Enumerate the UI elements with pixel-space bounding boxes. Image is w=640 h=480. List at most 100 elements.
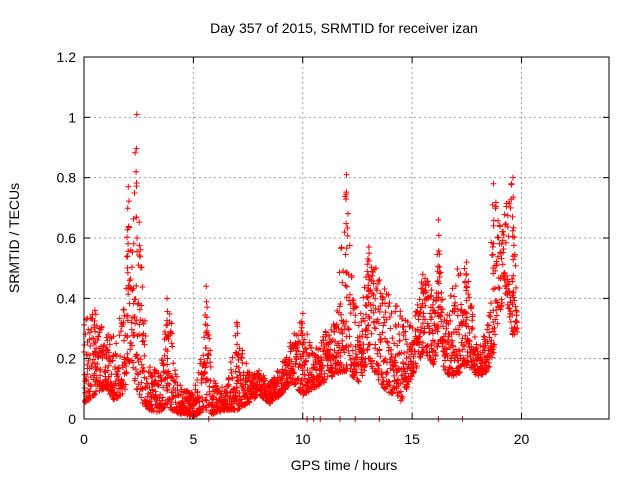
data-point [456, 369, 463, 376]
data-point [366, 250, 373, 257]
data-point [199, 398, 206, 405]
y-axis-label: SRMTID / TECUs [6, 183, 22, 293]
data-point [140, 337, 147, 344]
data-point [337, 311, 344, 318]
data-point [398, 349, 405, 356]
data-point [233, 319, 240, 326]
data-point [484, 364, 491, 371]
data-point [355, 378, 362, 385]
data-point [291, 370, 298, 377]
data-point [109, 357, 116, 364]
data-point [428, 342, 435, 349]
data-point [234, 341, 241, 348]
data-point [436, 251, 443, 258]
data-point [155, 382, 162, 389]
data-point [509, 292, 516, 299]
data-point [150, 407, 157, 414]
data-point [404, 381, 411, 388]
data-point [493, 312, 500, 319]
data-point [389, 335, 396, 342]
data-point [344, 232, 351, 239]
data-point [378, 293, 385, 300]
data-point [514, 328, 521, 335]
data-point [223, 390, 230, 397]
data-point [436, 274, 443, 281]
data-point [87, 342, 94, 349]
data-point [168, 330, 175, 337]
data-point [444, 353, 451, 360]
data-point [372, 325, 379, 332]
data-point [343, 171, 350, 178]
data-point [394, 377, 401, 384]
data-point [458, 301, 465, 308]
data-point [148, 372, 155, 379]
data-point [494, 234, 501, 241]
data-point [419, 300, 426, 307]
y-tick-label: 0.6 [57, 230, 77, 246]
data-point [416, 341, 423, 348]
data-point [445, 321, 452, 328]
data-point [146, 364, 153, 371]
data-point [169, 343, 176, 350]
data-point [343, 220, 350, 227]
data-point [133, 317, 140, 324]
data-point [504, 291, 511, 298]
data-point [434, 309, 441, 316]
data-point [204, 322, 211, 329]
data-point [124, 253, 131, 260]
data-point [320, 337, 327, 344]
data-point [347, 301, 354, 308]
data-point [341, 327, 348, 334]
data-point [159, 394, 166, 401]
data-point [349, 347, 356, 354]
data-point [212, 382, 219, 389]
data-point [163, 334, 170, 341]
data-point [439, 348, 446, 355]
data-point [265, 396, 272, 403]
data-point [386, 299, 393, 306]
data-point [486, 312, 493, 319]
data-point [333, 321, 340, 328]
data-point [374, 350, 381, 357]
data-point [383, 338, 390, 345]
data-point [500, 228, 507, 235]
data-point [463, 271, 470, 278]
data-point [398, 372, 405, 379]
data-point [425, 282, 432, 289]
data-point [141, 341, 148, 348]
data-point [385, 378, 392, 385]
data-point [256, 367, 263, 374]
data-point [152, 388, 159, 395]
data-point [303, 346, 310, 353]
data-point [498, 241, 505, 248]
data-point [416, 333, 423, 340]
y-tick-label: 0.2 [57, 351, 77, 367]
data-point [387, 325, 394, 332]
data-point [365, 293, 372, 300]
data-point [513, 318, 520, 325]
data-point [204, 377, 211, 384]
data-point [157, 391, 164, 398]
data-point [227, 359, 234, 366]
data-point [419, 349, 426, 356]
data-point [370, 309, 377, 316]
data-point [469, 325, 476, 332]
data-point [509, 278, 516, 285]
data-point [360, 341, 367, 348]
data-point [299, 330, 306, 337]
data-point [274, 368, 281, 375]
data-point [204, 304, 211, 311]
data-point [502, 239, 509, 246]
data-point [446, 312, 453, 319]
data-point [376, 308, 383, 315]
data-point [375, 365, 382, 372]
data-point [376, 320, 383, 327]
data-point [172, 399, 179, 406]
data-point [177, 382, 184, 389]
data-point [308, 351, 315, 358]
data-point [124, 334, 131, 341]
data-point [341, 229, 348, 236]
data-point [244, 377, 251, 384]
data-point [397, 388, 404, 395]
data-point [450, 343, 457, 350]
